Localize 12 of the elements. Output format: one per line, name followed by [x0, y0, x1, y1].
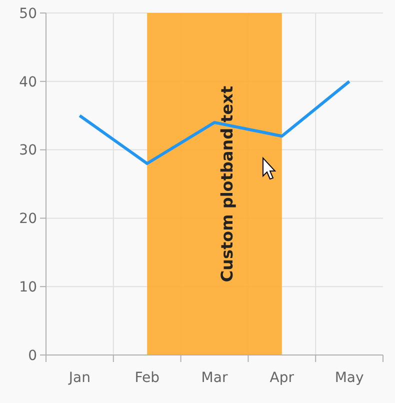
band-label: Custom plotband text — [218, 86, 236, 282]
x-tick-label: May — [334, 370, 364, 386]
y-tick-label: 50 — [19, 6, 37, 22]
y-tick-label: 0 — [28, 348, 37, 364]
y-tick-label: 10 — [19, 280, 37, 296]
x-tick-label: Apr — [270, 370, 294, 386]
y-tick-label: 30 — [19, 142, 37, 159]
y-tick-label: 20 — [19, 211, 37, 228]
x-tick-label: Feb — [134, 370, 160, 386]
y-tick-label: 40 — [19, 74, 37, 90]
x-tick-label: Jan — [68, 370, 90, 386]
x-tick-label: Mar — [201, 370, 228, 386]
